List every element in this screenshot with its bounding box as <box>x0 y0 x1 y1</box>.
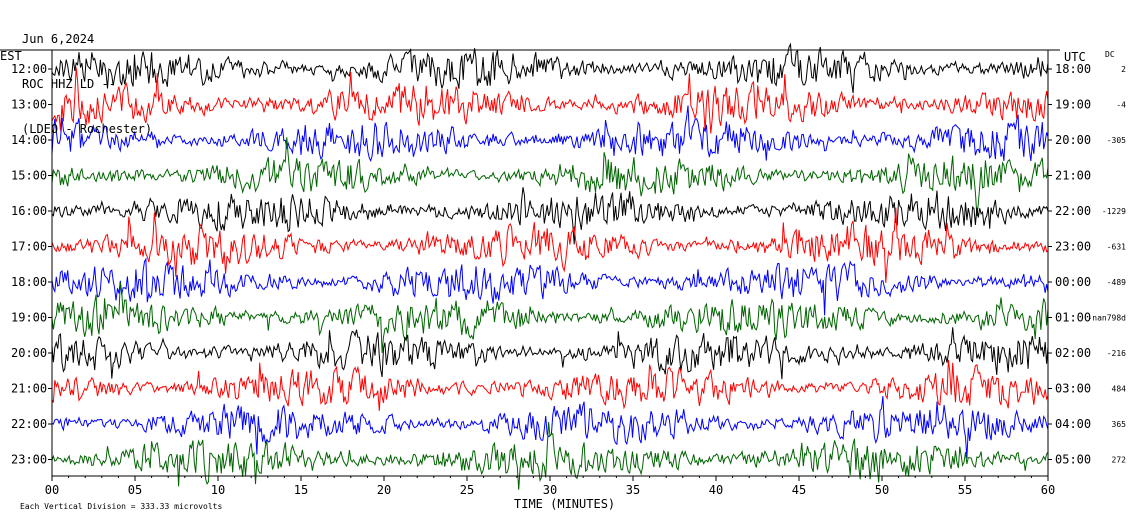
est-tick-label: 22:00 <box>11 417 47 431</box>
est-tick-label: 14:00 <box>11 133 47 147</box>
dc-offset-label: -305 <box>1107 136 1126 145</box>
plot-header: Jun 6,2024 ROC HHZ LD -- (LDEO - Rochest… <box>22 2 152 152</box>
est-axis-label: EST <box>0 49 22 63</box>
trace-row-1700 <box>51 207 1049 283</box>
utc-tick-label: 05:00 <box>1055 453 1091 467</box>
x-tick-label: 05 <box>128 483 142 497</box>
plot-axes: 12:00 18:00 2 13:00 19:00 -4 14:00 20:00 -305 15:… <box>0 49 1127 497</box>
dc-offset-label: -1229 <box>1102 207 1126 216</box>
trace-row-1300 <box>51 67 1049 134</box>
dc-offset-label: 365 <box>1112 420 1127 429</box>
dc-offset-label: -4 <box>1116 101 1126 110</box>
x-tick-label: 15 <box>294 483 308 497</box>
trace-row-1400 <box>51 105 1049 163</box>
dc-offset-label: 2 <box>1121 65 1126 74</box>
seismic-traces <box>51 42 1049 490</box>
trace-row-1500 <box>51 137 1049 217</box>
utc-tick-label: 23:00 <box>1055 240 1091 254</box>
utc-tick-label: 22:00 <box>1055 204 1091 218</box>
trace-row-2100 <box>51 359 1049 411</box>
trace-row-1200 <box>51 42 1049 94</box>
x-tick-label: 35 <box>626 483 640 497</box>
est-tick-label: 13:00 <box>11 98 47 112</box>
utc-tick-label: 02:00 <box>1055 346 1091 360</box>
x-tick-label: 40 <box>709 483 723 497</box>
est-tick-label: 16:00 <box>11 204 47 218</box>
est-tick-label: 20:00 <box>11 346 47 360</box>
trace-row-1600 <box>51 187 1049 245</box>
trace-row-1900 <box>51 282 1049 353</box>
dc-column-label: DC <box>1105 50 1115 59</box>
dc-offset-label: -489 <box>1107 278 1126 287</box>
utc-tick-label: 01:00 <box>1055 311 1091 325</box>
x-tick-label: 60 <box>1041 483 1055 497</box>
dc-offset-label: 272 <box>1112 456 1127 465</box>
utc-tick-label: 19:00 <box>1055 98 1091 112</box>
trace-row-1800 <box>51 257 1049 316</box>
x-tick-label: 10 <box>211 483 225 497</box>
dc-offset-label: 484 <box>1112 385 1127 394</box>
utc-axis-label: UTC <box>1064 50 1086 64</box>
utc-tick-label: 20:00 <box>1055 133 1091 147</box>
scale-footnote: Each Vertical Division = 333.33 microvol… <box>20 502 223 511</box>
utc-tick-label: 00:00 <box>1055 275 1091 289</box>
est-tick-label: 18:00 <box>11 275 47 289</box>
utc-tick-label: 03:00 <box>1055 382 1091 396</box>
x-tick-label: 30 <box>543 483 557 497</box>
trace-row-2300 <box>51 422 1049 490</box>
x-tick-label: 25 <box>460 483 474 497</box>
utc-tick-label: 21:00 <box>1055 169 1091 183</box>
x-tick-label: 50 <box>875 483 889 497</box>
dc-offset-label: -631 <box>1107 243 1126 252</box>
est-tick-label: 12:00 <box>11 62 47 76</box>
x-tick-label: 20 <box>377 483 391 497</box>
est-tick-label: 21:00 <box>11 382 47 396</box>
est-tick-label: 15:00 <box>11 169 47 183</box>
dc-offset-label: -216 <box>1107 349 1126 358</box>
header-network: (LDEO - Rochester) <box>22 122 153 136</box>
est-tick-label: 19:00 <box>11 311 47 325</box>
utc-tick-label: 18:00 <box>1055 62 1091 76</box>
x-tick-label: 45 <box>792 483 806 497</box>
trace-row-2000 <box>51 327 1049 380</box>
header-station: ROC HHZ LD -- <box>22 77 116 91</box>
x-tick-label: 00 <box>45 483 59 497</box>
x-tick-label: 55 <box>958 483 972 497</box>
utc-tick-label: 04:00 <box>1055 417 1091 431</box>
est-tick-label: 17:00 <box>11 240 47 254</box>
x-axis-title: TIME (MINUTES) <box>514 497 616 511</box>
est-tick-label: 23:00 <box>11 453 47 467</box>
dc-offset-label: -nan798d <box>1087 314 1126 323</box>
trace-row-2200 <box>51 396 1049 459</box>
header-date: Jun 6,2024 <box>22 32 95 46</box>
